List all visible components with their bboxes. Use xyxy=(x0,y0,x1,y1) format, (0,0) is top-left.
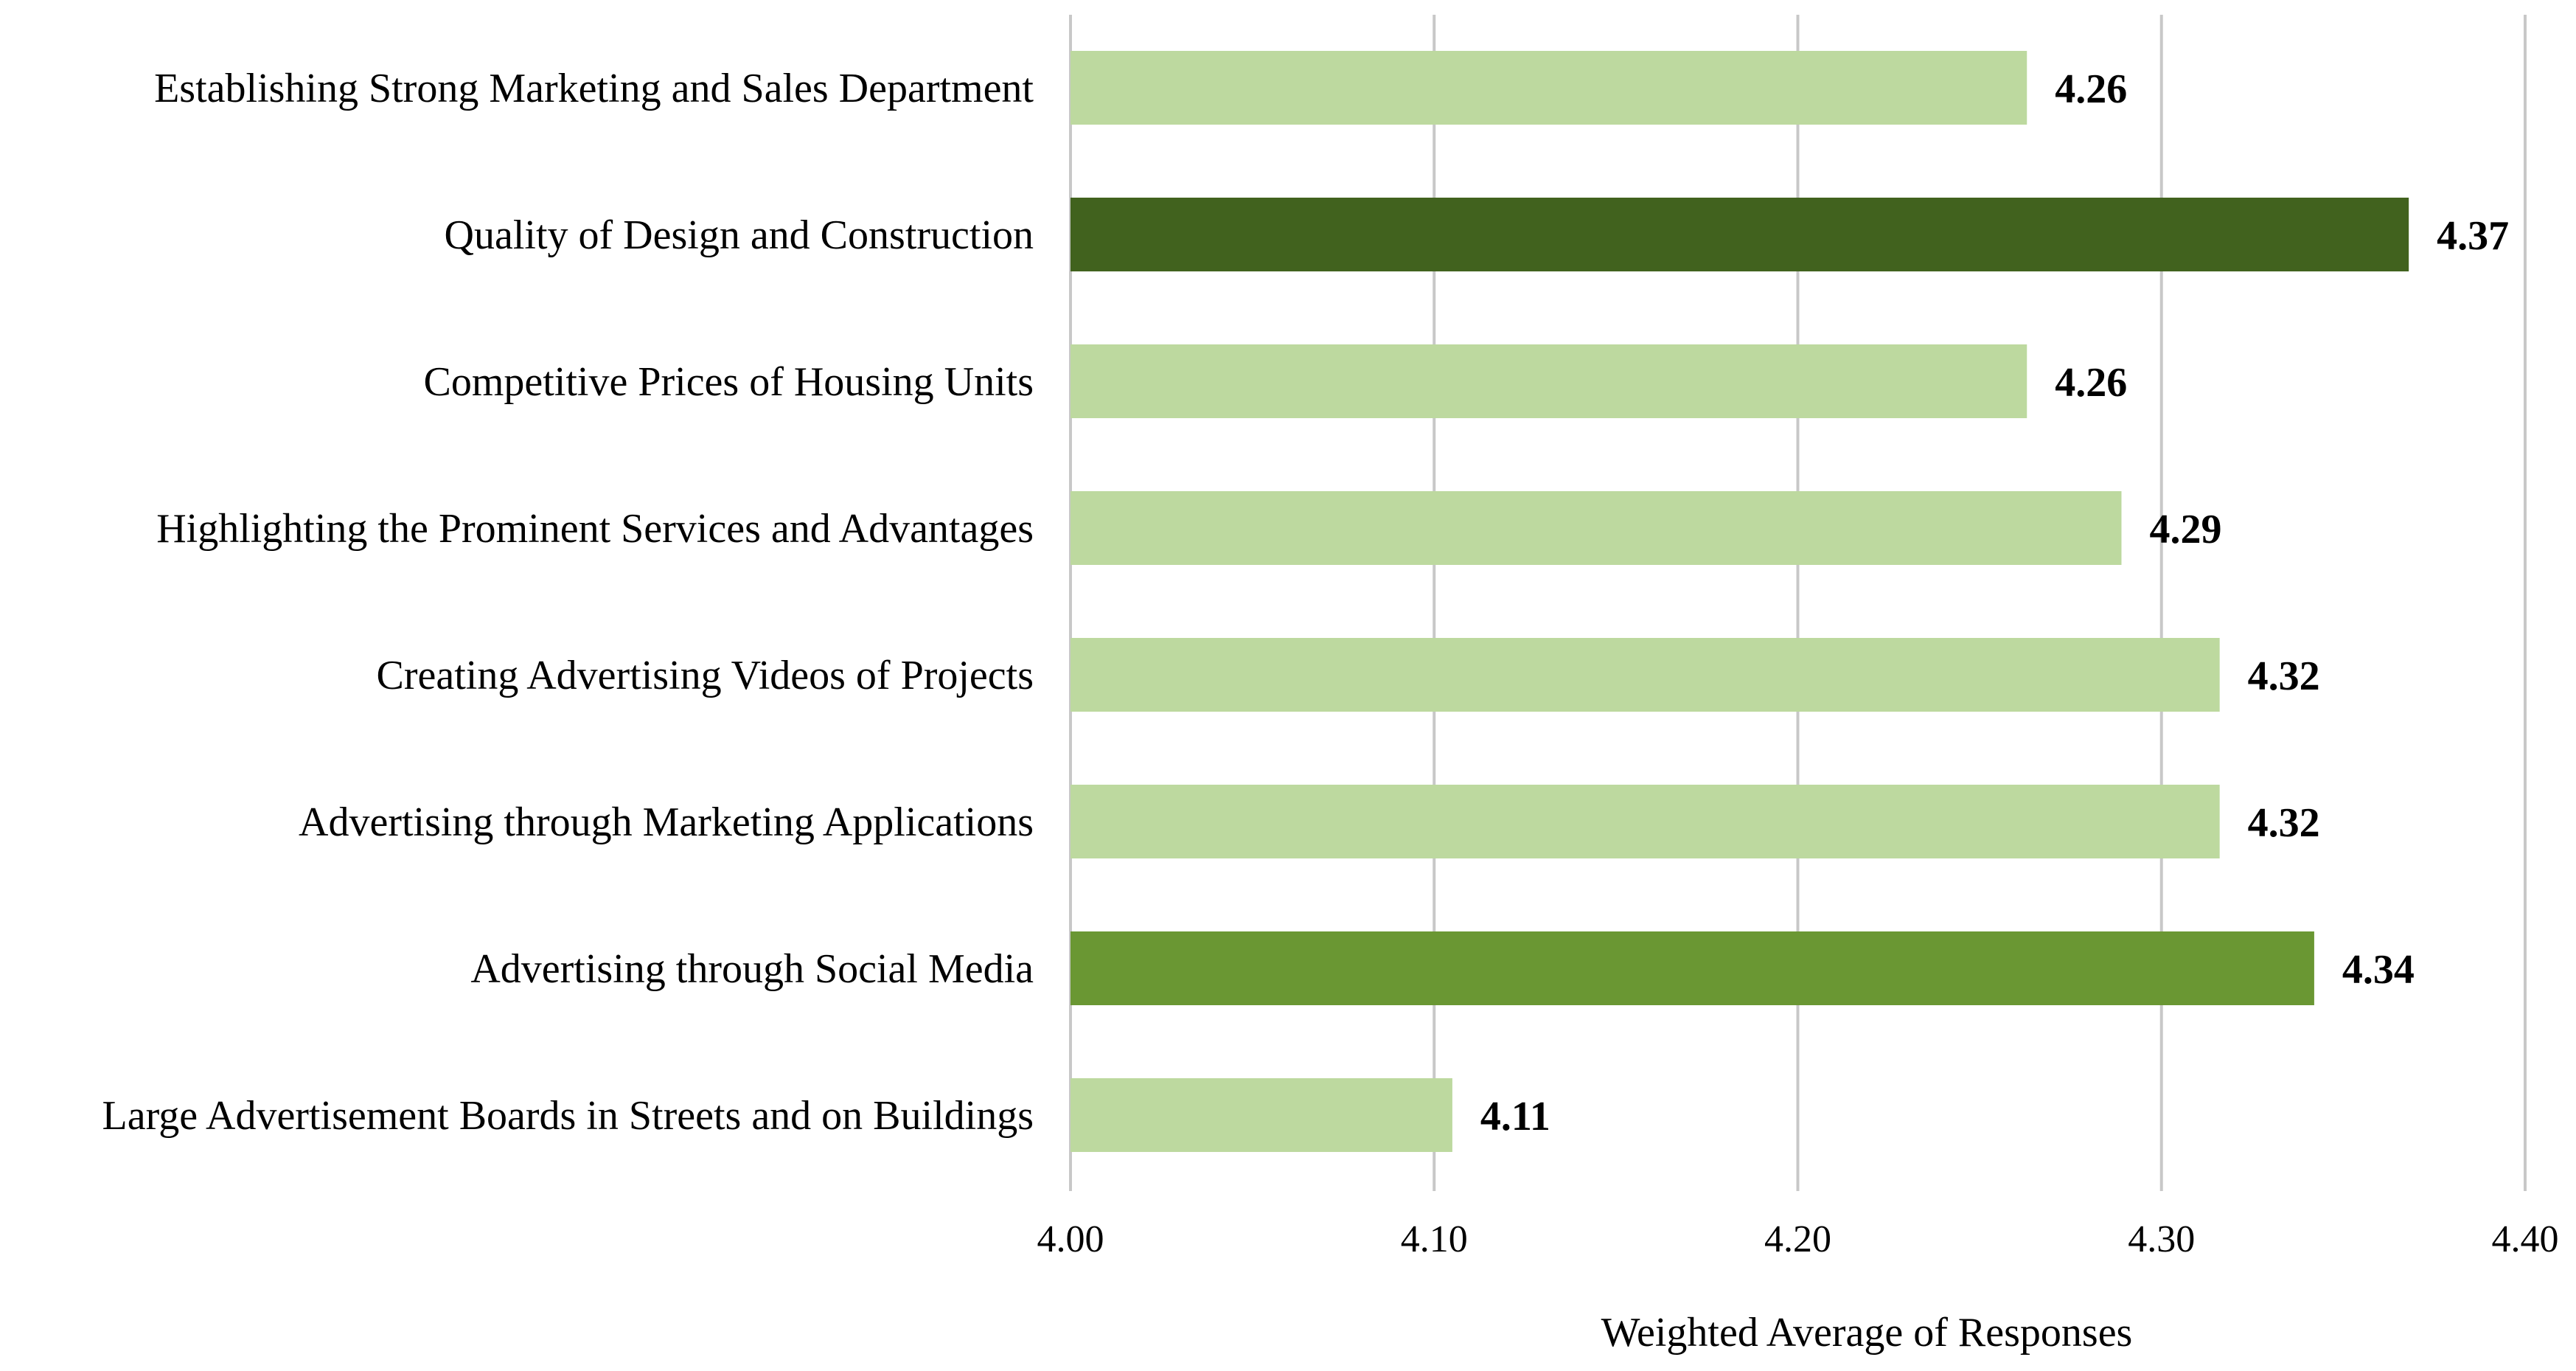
category-label: Large Advertisement Boards in Streets an… xyxy=(102,1093,1034,1139)
bar xyxy=(1071,491,2122,565)
data-label: 4.26 xyxy=(2055,360,2127,406)
data-label: 4.37 xyxy=(2437,213,2509,259)
category-labels: Establishing Strong Marketing and Sales … xyxy=(102,66,1034,1139)
x-tick-label: 4.20 xyxy=(1764,1218,1831,1260)
bar xyxy=(1071,638,2220,712)
bar xyxy=(1071,51,2027,125)
category-label: Advertising through Marketing Applicatio… xyxy=(299,799,1034,845)
x-tick-label: 4.00 xyxy=(1037,1218,1104,1260)
category-label: Highlighting the Prominent Services and … xyxy=(156,506,1034,552)
data-label: 4.32 xyxy=(2248,800,2320,846)
data-label: 4.26 xyxy=(2055,66,2127,112)
x-tick-label: 4.10 xyxy=(1401,1218,1468,1260)
bar xyxy=(1071,344,2027,418)
x-axis-ticks: 4.00 4.10 4.20 4.30 4.40 xyxy=(1037,1218,2559,1260)
category-label: Establishing Strong Marketing and Sales … xyxy=(154,66,1034,111)
bar xyxy=(1071,1078,1452,1152)
x-tick-label: 4.30 xyxy=(2128,1218,2195,1260)
bar xyxy=(1071,931,2314,1005)
category-label: Advertising through Social Media xyxy=(470,946,1034,992)
data-labels: 4.26 4.37 4.26 4.29 4.32 4.32 4.34 4.11 xyxy=(1480,66,2509,1139)
data-label: 4.32 xyxy=(2248,653,2320,699)
bar xyxy=(1071,785,2220,858)
category-label: Creating Advertising Videos of Projects xyxy=(377,653,1034,698)
data-label: 4.29 xyxy=(2149,507,2221,552)
x-axis-title: Weighted Average of Responses xyxy=(1601,1310,2133,1356)
bars xyxy=(1071,51,2409,1152)
category-label: Competitive Prices of Housing Units xyxy=(423,359,1034,405)
x-tick-label: 4.40 xyxy=(2492,1218,2559,1260)
bar xyxy=(1071,198,2409,271)
category-label: Quality of Design and Construction xyxy=(445,212,1034,258)
data-label: 4.11 xyxy=(1480,1094,1550,1139)
gridlines xyxy=(1069,15,2527,1191)
data-label: 4.34 xyxy=(2342,947,2415,993)
